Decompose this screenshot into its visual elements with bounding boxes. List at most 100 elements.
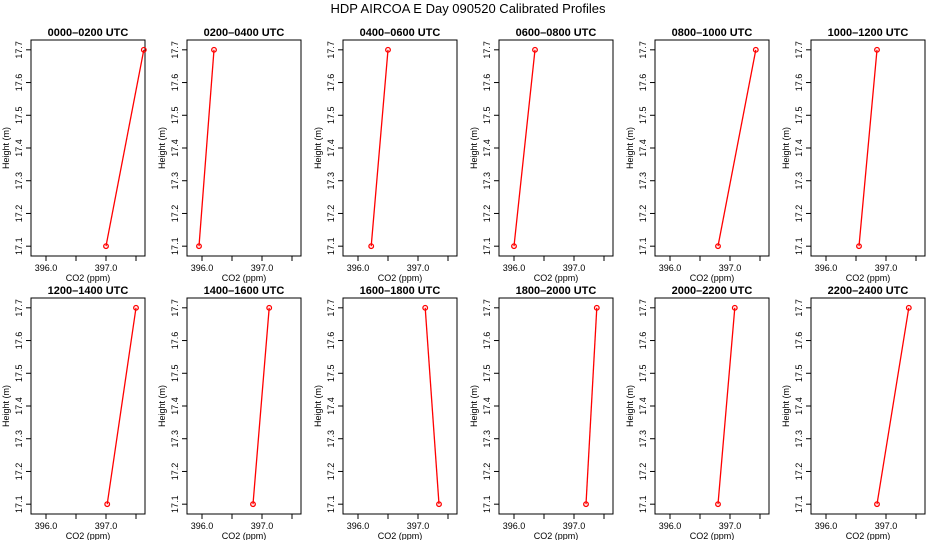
x-axis-label: CO2 (ppm) <box>846 531 891 540</box>
x-tick-label: 396.0 <box>35 263 58 273</box>
y-axis-label: Height (m) <box>157 385 167 427</box>
data-point <box>385 46 391 53</box>
y-tick-label: 17.4 <box>794 139 804 157</box>
y-tick-label: 17.7 <box>326 299 336 317</box>
panel-title: 0800–1000 UTC <box>672 27 753 39</box>
data-point <box>752 46 759 53</box>
x-axis-label: CO2 (ppm) <box>690 273 735 283</box>
y-tick-label: 17.2 <box>482 463 492 481</box>
y-tick-label: 17.2 <box>14 205 24 223</box>
y-tick-label: 17.7 <box>14 299 24 317</box>
x-axis-label: CO2 (ppm) <box>534 273 579 283</box>
panel-title: 0600–0800 UTC <box>516 27 597 39</box>
x-tick-label: 397.0 <box>875 263 898 273</box>
y-tick-label: 17.3 <box>794 430 804 448</box>
profile-line <box>585 307 598 505</box>
x-tick-label: 396.0 <box>191 521 214 531</box>
y-tick-label: 17.7 <box>794 41 804 59</box>
data-point <box>266 304 273 311</box>
y-tick-label: 17.1 <box>326 237 336 255</box>
chart-panel: 1200–1400 UTC 396.0 397.0 17.1 17.2 17.3 17.4 1… <box>1 285 146 540</box>
x-tick-label: 397.0 <box>875 521 898 531</box>
panel-title: 0000–0200 UTC <box>48 27 129 39</box>
y-tick-label: 17.7 <box>326 41 336 59</box>
chart-panel: 2000–2200 UTC 396.0 397.0 17.1 17.2 17.3 17.4 1… <box>625 285 770 540</box>
y-axis-label: Height (m) <box>1 385 11 427</box>
y-tick-label: 17.4 <box>14 139 24 157</box>
y-tick-label: 17.6 <box>170 74 180 92</box>
y-tick-label: 17.3 <box>170 430 180 448</box>
data-point <box>103 243 109 250</box>
x-tick-label: 397.0 <box>719 263 742 273</box>
data-point <box>211 46 217 53</box>
y-axis-label: Height (m) <box>781 385 791 427</box>
x-axis-label: CO2 (ppm) <box>222 273 267 283</box>
y-axis-label: Height (m) <box>1 127 11 169</box>
y-tick-label: 17.7 <box>794 299 804 317</box>
x-axis-label: CO2 (ppm) <box>66 531 111 540</box>
x-tick-label: 397.0 <box>563 521 586 531</box>
y-tick-label: 17.1 <box>14 237 24 255</box>
y-tick-label: 17.5 <box>482 107 492 125</box>
y-tick-label: 17.1 <box>170 237 180 255</box>
y-tick-label: 17.7 <box>482 299 492 317</box>
plot-frame <box>810 297 926 515</box>
y-tick-label: 17.7 <box>170 41 180 59</box>
x-tick-label: 396.0 <box>815 263 838 273</box>
y-tick-label: 17.6 <box>638 332 648 350</box>
profile-line <box>858 49 878 247</box>
x-axis-label: CO2 (ppm) <box>378 273 423 283</box>
y-tick-label: 17.2 <box>794 463 804 481</box>
y-tick-label: 17.4 <box>638 397 648 415</box>
y-axis-label: Height (m) <box>625 127 635 169</box>
profile-line <box>106 307 137 505</box>
panel-title: 1200–1400 UTC <box>48 285 129 297</box>
y-tick-label: 17.3 <box>482 172 492 190</box>
data-point <box>436 501 442 508</box>
x-tick-label: 396.0 <box>35 521 58 531</box>
y-axis-label: Height (m) <box>313 127 323 169</box>
y-tick-label: 17.2 <box>482 205 492 223</box>
x-tick-label: 397.0 <box>407 521 430 531</box>
y-tick-label: 17.5 <box>170 365 180 383</box>
x-axis-label: CO2 (ppm) <box>66 273 111 283</box>
data-point <box>196 243 202 250</box>
y-tick-label: 17.3 <box>638 430 648 448</box>
data-point <box>731 304 738 311</box>
y-tick-label: 17.6 <box>14 332 24 350</box>
y-tick-label: 17.1 <box>638 495 648 513</box>
panel-title: 1800–2000 UTC <box>516 285 597 297</box>
profile-line <box>198 49 215 247</box>
x-tick-label: 397.0 <box>95 521 118 531</box>
x-tick-label: 397.0 <box>251 521 274 531</box>
y-tick-label: 17.6 <box>794 332 804 350</box>
data-point <box>422 304 429 311</box>
y-tick-label: 17.6 <box>14 74 24 92</box>
y-tick-label: 17.1 <box>326 495 336 513</box>
y-tick-label: 17.6 <box>794 74 804 92</box>
profile-line <box>513 49 536 247</box>
profile-line <box>252 307 270 505</box>
data-point <box>905 304 912 311</box>
chart-panel: 0000–0200 UTC 396.0 397.0 17.1 17.2 17.3 17.4 1… <box>1 27 147 283</box>
y-tick-label: 17.1 <box>794 495 804 513</box>
x-tick-label: 396.0 <box>503 521 526 531</box>
y-tick-label: 17.7 <box>482 41 492 59</box>
x-axis-label: CO2 (ppm) <box>222 531 267 540</box>
x-tick-label: 397.0 <box>251 263 274 273</box>
x-tick-label: 397.0 <box>719 521 742 531</box>
chart-panel: 1800–2000 UTC 396.0 397.0 17.1 17.2 17.3 17.4 1… <box>469 285 614 540</box>
x-axis-label: CO2 (ppm) <box>690 531 735 540</box>
y-tick-label: 17.1 <box>14 495 24 513</box>
y-tick-label: 17.3 <box>14 172 24 190</box>
y-axis-label: Height (m) <box>157 127 167 169</box>
y-tick-label: 17.2 <box>326 463 336 481</box>
y-tick-label: 17.5 <box>326 365 336 383</box>
plot-frame <box>654 297 770 515</box>
y-tick-label: 17.4 <box>14 397 24 415</box>
y-axis-label: Height (m) <box>469 127 479 169</box>
y-axis-label: Height (m) <box>469 385 479 427</box>
y-tick-label: 17.5 <box>482 365 492 383</box>
profile-line <box>105 49 145 247</box>
